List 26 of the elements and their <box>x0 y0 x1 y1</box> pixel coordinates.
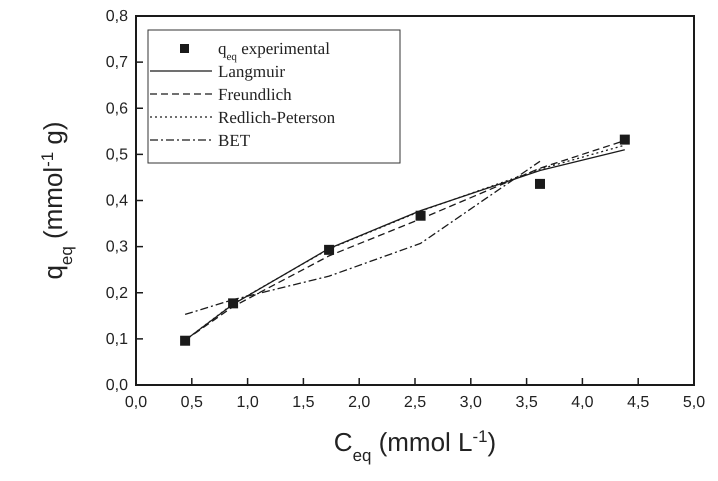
x-tick-label: 4,5 <box>627 394 650 411</box>
x-tick-label: 0,5 <box>180 394 204 411</box>
y-tick-label: 0,4 <box>106 192 128 210</box>
y-tick-label: 0,5 <box>106 146 128 164</box>
legend-label: Redlich-Peterson <box>218 108 336 127</box>
x-tick-label: 3,0 <box>460 394 482 411</box>
legend-label: BET <box>218 131 251 150</box>
legend-label: Langmuir <box>218 62 286 81</box>
y-tick-label: 0,2 <box>106 284 128 302</box>
y-tick-label: 0,1 <box>106 330 128 348</box>
y-tick-label: 0,7 <box>106 54 128 72</box>
x-tick-label: 0,0 <box>124 394 148 411</box>
x-tick-label: 5,0 <box>682 394 706 411</box>
x-tick-label: 4,0 <box>571 394 594 411</box>
y-tick-label: 0,3 <box>106 238 128 256</box>
x-tick-label: 3,5 <box>515 394 538 411</box>
x-tick-label: 2,5 <box>404 394 426 411</box>
x-axis-title: C$_{eq}$ (mmol L$^{-1}$) <box>334 426 496 464</box>
x-tick-label: 2,0 <box>348 394 370 411</box>
y-tick-label: 0,8 <box>106 8 128 25</box>
legend-label: q$_{eq}$ experimental <box>218 39 330 63</box>
x-tick-label: 1,5 <box>292 394 315 411</box>
y-tick-label: 0,6 <box>106 100 128 118</box>
y-tick-label: 0,0 <box>106 377 128 394</box>
x-tick-label: 1,0 <box>236 394 259 411</box>
legend-label: Freundlich <box>218 85 292 104</box>
